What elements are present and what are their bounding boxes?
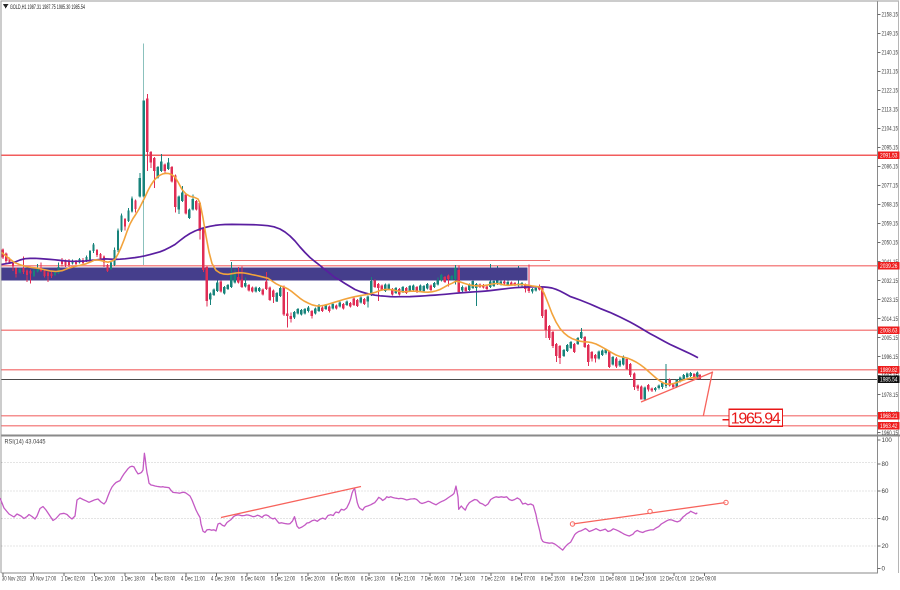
svg-text:5 Dec 12:00: 5 Dec 12:00 (271, 577, 296, 583)
svg-text:4 Dec 03:00: 4 Dec 03:00 (151, 577, 176, 583)
svg-text:2050.15: 2050.15 (882, 241, 899, 247)
svg-text:1963.42: 1963.42 (880, 424, 898, 430)
svg-text:8 Dec 07:00: 8 Dec 07:00 (511, 577, 536, 583)
svg-text:1 Dec 18:00: 1 Dec 18:00 (121, 577, 146, 583)
svg-text:8 Dec 15:00: 8 Dec 15:00 (541, 577, 566, 583)
svg-text:2095.15: 2095.15 (882, 146, 899, 152)
svg-text:1996.15: 1996.15 (882, 355, 899, 361)
svg-text:6 Dec 05:00: 6 Dec 05:00 (331, 577, 356, 583)
svg-text:100: 100 (882, 437, 893, 444)
svg-text:RSI(14) 43.0445: RSI(14) 43.0445 (5, 440, 47, 446)
svg-text:1978.15: 1978.15 (882, 393, 899, 399)
svg-text:2091.53: 2091.53 (880, 153, 898, 159)
svg-text:11 Dec 16:00: 11 Dec 16:00 (630, 577, 657, 583)
svg-text:2086.15: 2086.15 (882, 165, 899, 171)
svg-text:2077.15: 2077.15 (882, 184, 899, 190)
svg-text:30 Nov 2023: 30 Nov 2023 (2, 577, 27, 583)
svg-text:20: 20 (882, 543, 889, 550)
svg-text:5 Dec 04:00: 5 Dec 04:00 (241, 577, 266, 583)
svg-text:1960.15: 1960.15 (882, 431, 899, 437)
svg-text:1965.94: 1965.94 (731, 411, 781, 428)
svg-text:7 Dec 22:00: 7 Dec 22:00 (481, 577, 506, 583)
svg-text:1968.21: 1968.21 (880, 414, 898, 420)
svg-text:7 Dec 14:00: 7 Dec 14:00 (451, 577, 476, 583)
svg-text:60: 60 (882, 488, 889, 495)
svg-text:4 Dec 11:00: 4 Dec 11:00 (181, 577, 206, 583)
svg-text:6 Dec 13:00: 6 Dec 13:00 (361, 577, 386, 583)
svg-text:2039.26: 2039.26 (880, 264, 898, 270)
svg-text:7 Dec 06:00: 7 Dec 06:00 (421, 577, 446, 583)
svg-text:2014.15: 2014.15 (882, 317, 899, 323)
svg-text:2032.15: 2032.15 (882, 279, 899, 285)
svg-text:12 Dec 01:00: 12 Dec 01:00 (660, 577, 687, 583)
svg-text:2104.15: 2104.15 (882, 127, 899, 133)
svg-text:2158.15: 2158.15 (882, 13, 899, 19)
svg-text:2068.15: 2068.15 (882, 203, 899, 209)
svg-text:2122.15: 2122.15 (882, 89, 899, 95)
svg-text:5 Dec 20:00: 5 Dec 20:00 (301, 577, 326, 583)
svg-text:12 Dec 09:00: 12 Dec 09:00 (690, 577, 717, 583)
svg-text:40: 40 (882, 516, 889, 523)
svg-text:2149.15: 2149.15 (882, 32, 899, 38)
svg-text:2008.63: 2008.63 (880, 329, 898, 335)
svg-text:0: 0 (882, 566, 886, 573)
svg-text:2023.15: 2023.15 (882, 298, 899, 304)
svg-text:1 Dec 10:00: 1 Dec 10:00 (91, 577, 116, 583)
svg-text:2140.15: 2140.15 (882, 51, 899, 57)
svg-text:1985.54: 1985.54 (880, 378, 898, 384)
svg-text:6 Dec 21:00: 6 Dec 21:00 (391, 577, 416, 583)
svg-text:4 Dec 19:00: 4 Dec 19:00 (211, 577, 236, 583)
svg-text:30 Nov 17:00: 30 Nov 17:00 (30, 577, 57, 583)
svg-text:8 Dec 23:00: 8 Dec 23:00 (571, 577, 596, 583)
svg-text:1 Dec 02:00: 1 Dec 02:00 (61, 577, 86, 583)
svg-text:2005.15: 2005.15 (882, 336, 899, 342)
svg-text:80: 80 (882, 461, 889, 468)
svg-text:GOLD,H1 1987.31 1987.75 1985.: GOLD,H1 1987.31 1987.75 1985.30 1985.54 (10, 5, 85, 11)
svg-text:2059.15: 2059.15 (882, 222, 899, 228)
svg-text:2131.15: 2131.15 (882, 70, 899, 76)
svg-text:11 Dec 08:00: 11 Dec 08:00 (600, 577, 627, 583)
svg-text:2113.15: 2113.15 (882, 108, 899, 114)
svg-text:1989.82: 1989.82 (880, 368, 898, 374)
